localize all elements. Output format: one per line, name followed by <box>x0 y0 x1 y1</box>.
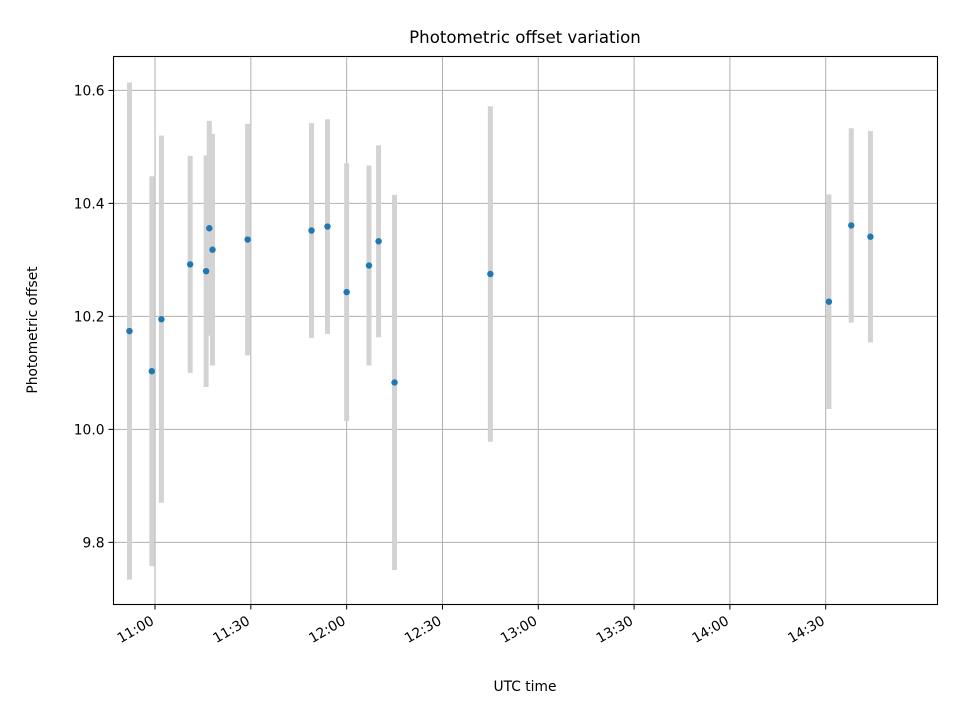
data-point <box>375 238 382 245</box>
chart-title: Photometric offset variation <box>409 28 641 47</box>
y-tick-label: 9.8 <box>83 535 105 551</box>
x-tick-label: 12:00 <box>306 613 348 647</box>
data-point <box>343 288 350 296</box>
x-tick-label: 14:30 <box>785 613 827 647</box>
axis-ticks: 11:00 11:30 12:00 12:30 13:00 13:30 14:00 14:30… <box>74 83 828 646</box>
data-point <box>848 222 855 229</box>
data-point <box>158 316 165 323</box>
y-axis-label: Photometric offset <box>25 266 41 394</box>
plot-area-frame <box>112 55 939 606</box>
data-point <box>308 227 315 234</box>
data-point <box>867 233 874 240</box>
x-tick-label: 12:30 <box>402 613 444 647</box>
y-tick-label: 10.6 <box>74 83 105 99</box>
data-point <box>202 267 210 275</box>
data-point <box>365 262 373 269</box>
x-tick-label: 11:00 <box>115 613 157 647</box>
error-bars <box>126 82 873 580</box>
data-point <box>324 223 331 230</box>
data-point <box>244 236 251 243</box>
y-tick-label: 10.0 <box>74 422 105 438</box>
data-point <box>209 246 216 253</box>
x-tick-label: 13:00 <box>498 613 540 647</box>
x-tick-label: 11:30 <box>210 613 252 647</box>
x-tick-label: 13:30 <box>594 613 636 647</box>
x-tick-label: 14:00 <box>689 613 731 647</box>
data-point <box>126 327 133 335</box>
data-point <box>206 225 213 232</box>
y-tick-label: 10.2 <box>74 309 105 325</box>
data-point <box>148 367 156 375</box>
y-tick-label: 10.4 <box>74 196 105 212</box>
data-point <box>825 298 833 305</box>
grid <box>113 56 938 605</box>
data-point <box>186 261 194 268</box>
x-axis-label: UTC time <box>494 679 557 695</box>
data-points <box>126 222 874 386</box>
data-point <box>487 270 494 278</box>
data-point <box>391 379 398 386</box>
